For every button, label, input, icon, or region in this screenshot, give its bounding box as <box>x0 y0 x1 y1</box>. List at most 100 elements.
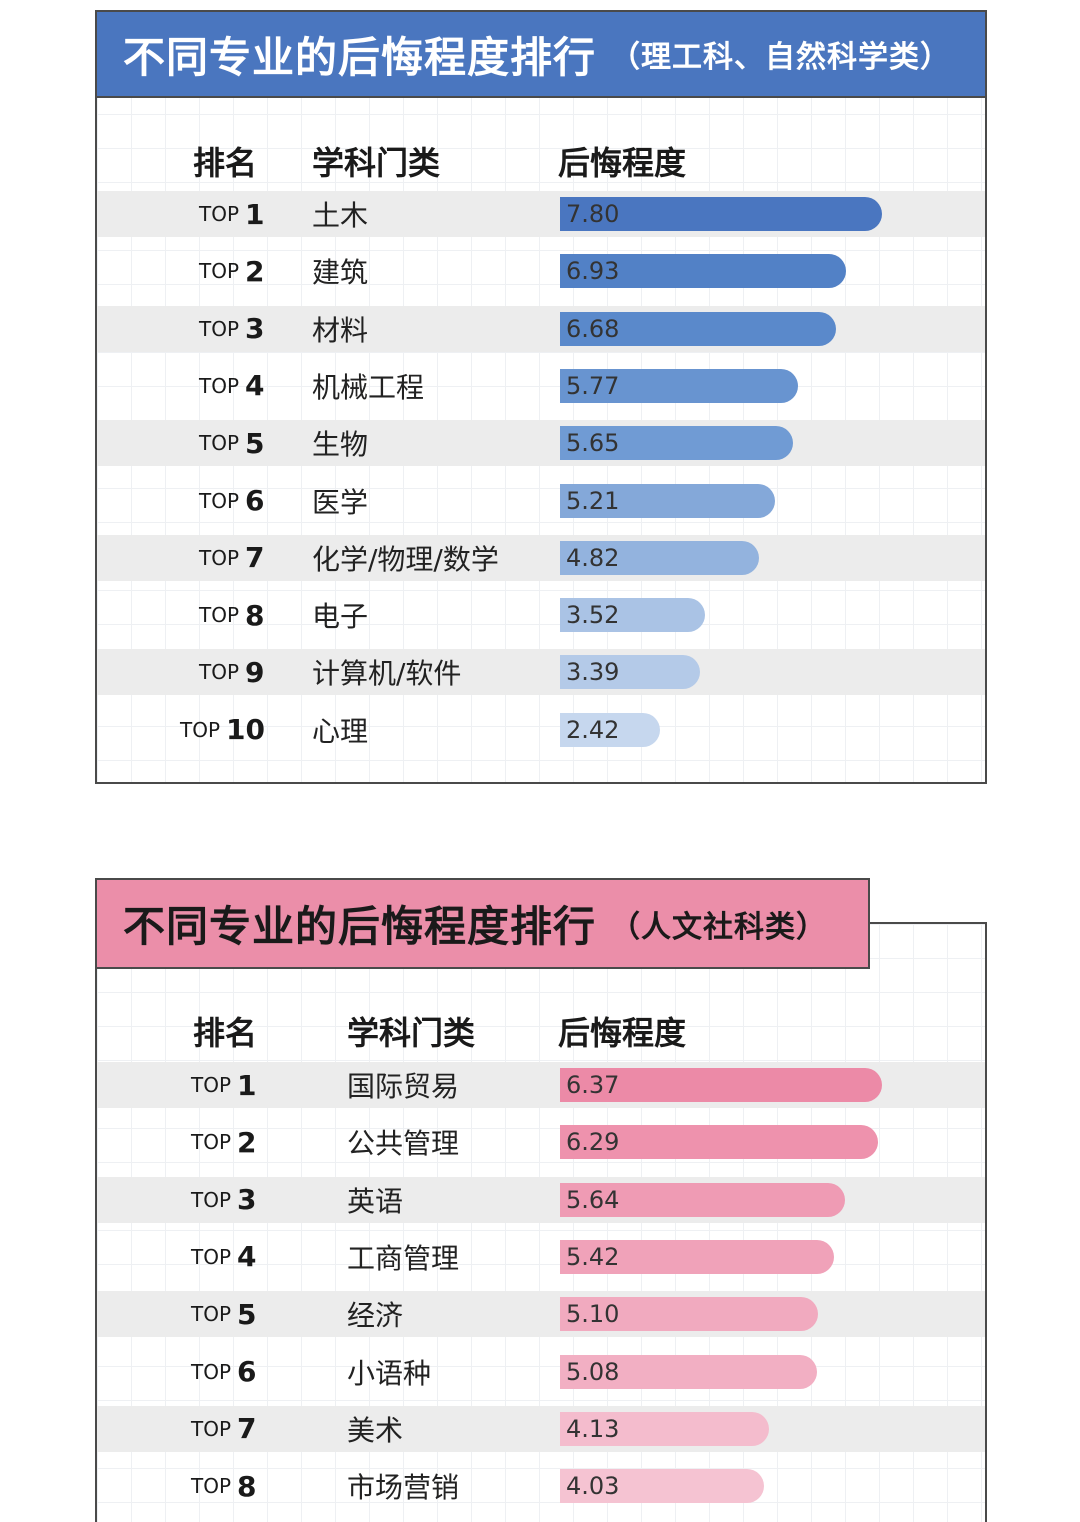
score-bar <box>560 1068 882 1102</box>
score-value-label: 5.10 <box>566 1300 620 1329</box>
score-value-label: 3.39 <box>566 658 620 687</box>
chart-title-box-stem: 不同专业的后悔程度排行 （理工科、自然科学类） <box>95 10 987 98</box>
subject-label: 计算机/软件 <box>312 657 462 691</box>
score-bar <box>560 1125 878 1160</box>
score-value-label: 7.80 <box>566 200 620 228</box>
score-bar <box>560 311 836 346</box>
rank-number: 8 <box>237 1469 257 1503</box>
rank-prefix: TOP <box>191 1474 232 1499</box>
rank-prefix: TOP <box>199 603 240 628</box>
rank-number: 8 <box>245 598 265 632</box>
rank-label: TOP 4 <box>191 1234 257 1280</box>
chart-title-box-humanities: 不同专业的后悔程度排行 （人文社科类） <box>95 878 870 969</box>
table-row: TOP 7 化学/物理/数学 4.82 <box>97 534 985 581</box>
table-row: TOP 2 公共管理 6.29 <box>97 1119 985 1165</box>
rank-label: TOP 8 <box>191 1463 257 1509</box>
subject-label: 材料 <box>312 313 369 347</box>
subject-label: 经济 <box>347 1299 404 1333</box>
table-row: TOP 6 小语种 5.08 <box>97 1349 985 1395</box>
subject-label: 化学/物理/数学 <box>312 542 499 576</box>
subject-label: 市场营销 <box>347 1471 460 1505</box>
table-row: TOP 8 市场营销 4.03 <box>97 1463 985 1509</box>
score-value-label: 5.21 <box>566 486 620 515</box>
score-bar <box>560 197 882 231</box>
rank-label: TOP 9 <box>199 649 265 695</box>
subject-label: 机械工程 <box>312 370 425 404</box>
table-row: TOP 1 国际贸易 6.37 <box>97 1062 985 1108</box>
chart-subtitle-stem: （理工科、自然科学类） <box>610 40 952 75</box>
rank-prefix: TOP <box>199 488 240 513</box>
score-value-label: 5.08 <box>566 1357 620 1386</box>
rank-label: TOP 6 <box>199 478 265 524</box>
score-value-label: 5.42 <box>566 1242 620 1271</box>
score-value-label: 3.52 <box>566 601 620 630</box>
rank-label: TOP 10 <box>180 707 265 753</box>
table-row: TOP 8 电子 3.52 <box>97 592 985 638</box>
chart-title-humanities: 不同专业的后悔程度排行 <box>123 902 597 951</box>
subject-label: 电子 <box>312 600 369 634</box>
table-row: TOP 5 生物 5.65 <box>97 420 985 467</box>
score-value-label: 5.77 <box>566 371 620 400</box>
rank-number: 9 <box>245 655 265 689</box>
rank-number: 3 <box>237 1183 257 1217</box>
rank-prefix: TOP <box>191 1187 232 1212</box>
score-bar <box>560 540 759 575</box>
table-row: TOP 9 计算机/软件 3.39 <box>97 649 985 696</box>
column-header-subject: 学科门类 <box>347 1014 476 1052</box>
rank-prefix: TOP <box>199 431 240 456</box>
rank-number: 4 <box>237 1240 257 1274</box>
rank-prefix: TOP <box>199 316 240 341</box>
subject-label: 英语 <box>347 1184 404 1218</box>
subject-label: 心理 <box>312 714 369 748</box>
score-bar <box>560 1182 845 1217</box>
score-bar <box>560 1354 817 1389</box>
rank-number: 7 <box>245 541 265 575</box>
rank-prefix: TOP <box>199 660 240 685</box>
score-value-label: 6.29 <box>566 1128 620 1157</box>
score-bar <box>560 655 700 690</box>
score-value-label: 4.03 <box>566 1472 620 1501</box>
rank-label: TOP 7 <box>199 535 265 581</box>
rank-number: 4 <box>245 369 265 403</box>
score-bar <box>560 1297 818 1332</box>
column-header-score: 后悔程度 <box>558 1014 687 1052</box>
score-value-label: 5.65 <box>566 429 620 458</box>
rank-label: TOP 1 <box>191 1062 257 1108</box>
subject-label: 美术 <box>347 1413 404 1447</box>
rank-label: TOP 4 <box>199 363 265 409</box>
subject-label: 小语种 <box>347 1356 432 1390</box>
subject-label: 土木 <box>312 199 369 232</box>
score-bar <box>560 1239 834 1274</box>
rank-label: TOP 5 <box>191 1291 257 1337</box>
rank-prefix: TOP <box>199 202 240 226</box>
table-row: TOP 4 机械工程 5.77 <box>97 363 985 409</box>
subject-label: 工商管理 <box>347 1241 460 1275</box>
column-header-rank: 排名 <box>193 1014 258 1052</box>
chart-panel-humanities: 排名 学科门类 后悔程度 TOP 1 国际贸易 6.37 TOP 2 公共管理 6.29 TOP… <box>95 922 987 1522</box>
table-row: TOP 7 美术 4.13 <box>97 1405 985 1452</box>
rank-label: TOP 7 <box>191 1406 257 1452</box>
rank-prefix: TOP <box>191 1130 232 1155</box>
table-row: TOP 10 心理 2.42 <box>97 707 985 753</box>
rank-number: 7 <box>237 1412 257 1446</box>
rank-prefix: TOP <box>191 1416 232 1441</box>
rank-number: 3 <box>245 312 265 346</box>
rank-number: 5 <box>237 1297 257 1331</box>
rank-number: 1 <box>237 1068 257 1102</box>
score-bar <box>560 426 793 461</box>
rank-prefix: TOP <box>191 1359 232 1384</box>
rank-number: 2 <box>245 254 265 288</box>
rank-label: TOP 6 <box>191 1349 257 1395</box>
chart-subtitle-humanities: （人文社科类） <box>610 909 828 945</box>
table-row: TOP 4 工商管理 5.42 <box>97 1234 985 1280</box>
score-value-label: 6.68 <box>566 314 620 343</box>
subject-label: 建筑 <box>312 256 369 290</box>
score-bar <box>560 1411 769 1446</box>
score-bar <box>560 483 775 518</box>
subject-label: 医学 <box>312 485 369 519</box>
rank-number: 2 <box>237 1125 257 1159</box>
score-value-label: 4.82 <box>566 543 620 572</box>
subject-label: 国际贸易 <box>347 1070 460 1103</box>
rank-prefix: TOP <box>199 259 240 284</box>
rank-prefix: TOP <box>191 1073 232 1097</box>
